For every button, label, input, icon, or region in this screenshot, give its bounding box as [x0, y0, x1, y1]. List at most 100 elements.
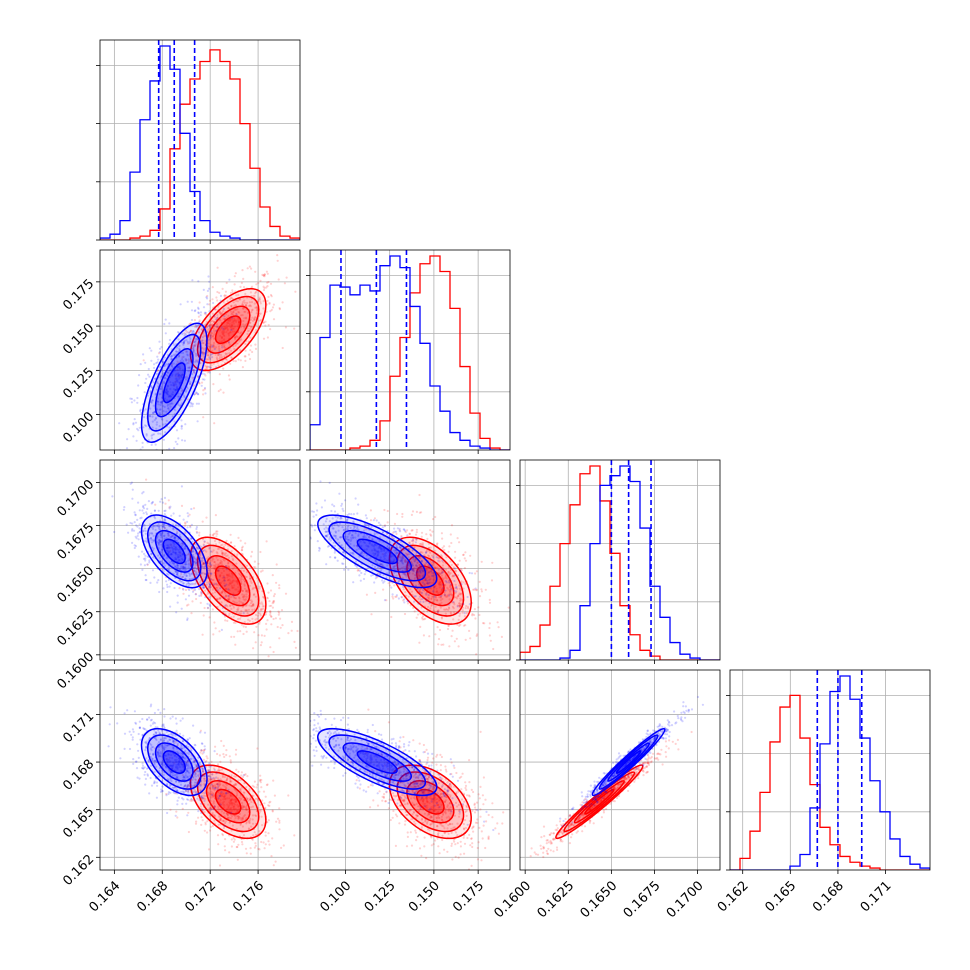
scatter-point	[151, 501, 154, 504]
scatter-point	[259, 803, 262, 806]
scatter-point	[223, 613, 226, 617]
scatter-point	[418, 589, 421, 593]
scatter-point	[158, 412, 161, 415]
scatter-point	[230, 328, 233, 332]
scatter-point	[249, 336, 252, 339]
scatter-point	[417, 554, 420, 558]
scatter-point	[219, 313, 222, 316]
scatter-point	[497, 689, 499, 691]
scatter-point	[185, 563, 188, 566]
scatter-point	[440, 574, 443, 577]
scatter-point	[415, 538, 418, 541]
scatter-point	[181, 373, 184, 376]
scatter-point	[223, 596, 226, 599]
scatter-point	[230, 806, 233, 809]
scatter-point	[187, 594, 191, 597]
scatter-point	[458, 587, 462, 590]
scatter-point	[381, 547, 384, 550]
scatter-point	[146, 394, 150, 397]
scatter-point	[186, 362, 189, 365]
scatter-point	[332, 527, 335, 530]
scatter-point	[388, 541, 392, 544]
scatter-point	[126, 455, 128, 457]
scatter-point	[266, 783, 269, 786]
scatter-point	[423, 583, 426, 586]
scatter-point	[229, 793, 232, 796]
scatter-point	[187, 582, 190, 585]
scatter-point	[162, 380, 165, 383]
scatter-point	[250, 326, 253, 329]
scatter-point	[417, 567, 420, 570]
scatter-point	[449, 612, 453, 615]
scatter-point	[218, 340, 221, 343]
scatter-point	[237, 536, 240, 540]
scatter-point	[449, 593, 452, 596]
scatter-point	[453, 603, 456, 606]
scatter-point	[421, 581, 424, 584]
scatter-point	[212, 564, 216, 567]
scatter-point	[333, 505, 336, 508]
scatter-point	[144, 408, 147, 411]
scatter-point	[277, 278, 280, 281]
scatter-point	[230, 312, 234, 315]
scatter-point	[254, 566, 257, 569]
scatter-point	[250, 550, 254, 554]
scatter-point	[211, 795, 214, 798]
scatter-point	[190, 573, 193, 576]
scatter-point	[414, 533, 418, 536]
scatter-point	[174, 551, 177, 554]
scatter-point	[410, 540, 413, 543]
scatter-point	[385, 572, 389, 575]
scatter-point	[455, 596, 458, 599]
scatter-point	[259, 808, 262, 811]
scatter-point	[214, 591, 217, 594]
scatter-point	[200, 594, 203, 597]
scatter-point	[233, 330, 236, 333]
scatter-point	[196, 324, 200, 327]
scatter-point	[223, 579, 226, 582]
scatter-point	[228, 797, 231, 800]
scatter-point	[252, 834, 255, 837]
scatter-point	[222, 391, 225, 394]
scatter-point	[216, 798, 219, 801]
scatter-point	[189, 526, 192, 529]
scatter-point	[459, 604, 462, 608]
scatter-point	[234, 299, 238, 302]
scatter-point	[157, 509, 160, 512]
scatter-point	[248, 304, 251, 308]
scatter-point	[241, 566, 244, 569]
scatter-point	[223, 775, 226, 779]
scatter-point	[252, 603, 255, 606]
scatter-point	[324, 535, 327, 538]
scatter-point	[214, 563, 217, 566]
scatter-point	[179, 367, 182, 370]
scatter-point	[219, 299, 222, 302]
scatter-point	[378, 546, 381, 549]
scatter-point	[223, 355, 226, 358]
scatter-point	[158, 425, 161, 428]
scatter-point	[222, 317, 225, 321]
scatter-point	[227, 556, 231, 559]
scatter-point	[440, 588, 443, 591]
scatter-point	[420, 606, 423, 609]
scatter-point	[169, 543, 172, 546]
scatter-point	[175, 429, 179, 432]
scatter-point	[234, 798, 237, 802]
scatter-point	[142, 507, 146, 510]
scatter-point	[150, 359, 153, 362]
scatter-point	[195, 573, 198, 576]
scatter-point	[431, 574, 434, 578]
scatter-point	[215, 597, 218, 600]
scatter-point	[219, 312, 222, 315]
scatter-point	[235, 294, 238, 297]
scatter-point	[401, 555, 404, 559]
scatter-point	[155, 427, 158, 430]
scatter-point	[242, 595, 245, 598]
scatter-point	[350, 534, 354, 537]
scatter-point	[222, 367, 225, 370]
scatter-point	[187, 830, 190, 834]
scatter-point	[195, 562, 198, 565]
scatter-point	[229, 582, 232, 585]
scatter-point	[333, 523, 336, 527]
scatter-point	[445, 577, 448, 580]
